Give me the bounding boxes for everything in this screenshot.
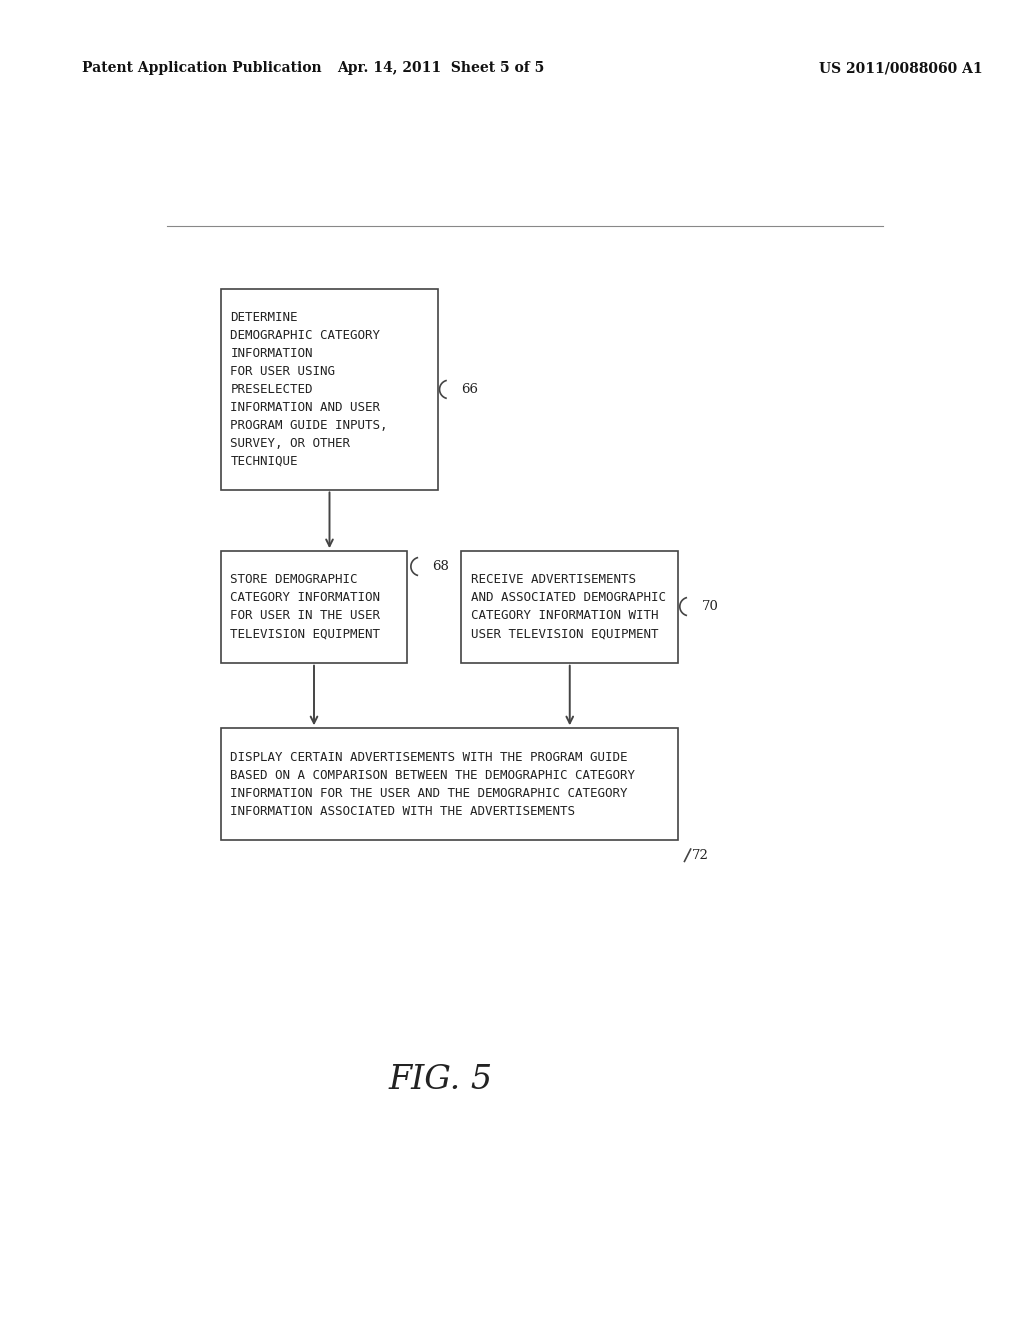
Bar	[221, 729, 678, 840]
Text: FIG. 5: FIG. 5	[388, 1064, 493, 1096]
Text: 68: 68	[432, 560, 450, 573]
Text: 66: 66	[461, 383, 478, 396]
Text: STORE DEMOGRAPHIC
CATEGORY INFORMATION
FOR USER IN THE USER
TELEVISION EQUIPMENT: STORE DEMOGRAPHIC CATEGORY INFORMATION F…	[230, 573, 380, 640]
Text: Patent Application Publication: Patent Application Publication	[82, 61, 322, 75]
Bar	[461, 552, 678, 663]
Text: DISPLAY CERTAIN ADVERTISEMENTS WITH THE PROGRAM GUIDE
BASED ON A COMPARISON BETW: DISPLAY CERTAIN ADVERTISEMENTS WITH THE …	[230, 751, 635, 817]
Bar	[221, 289, 438, 490]
Text: US 2011/0088060 A1: US 2011/0088060 A1	[819, 61, 983, 75]
Text: 70: 70	[701, 601, 719, 612]
Text: RECEIVE ADVERTISEMENTS
AND ASSOCIATED DEMOGRAPHIC
CATEGORY INFORMATION WITH
USER: RECEIVE ADVERTISEMENTS AND ASSOCIATED DE…	[471, 573, 666, 640]
Text: Apr. 14, 2011  Sheet 5 of 5: Apr. 14, 2011 Sheet 5 of 5	[337, 61, 544, 75]
Bar	[221, 552, 407, 663]
Text: 72: 72	[692, 849, 709, 862]
Text: DETERMINE
DEMOGRAPHIC CATEGORY
INFORMATION
FOR USER USING
PRESELECTED
INFORMATIO: DETERMINE DEMOGRAPHIC CATEGORY INFORMATI…	[230, 312, 388, 467]
